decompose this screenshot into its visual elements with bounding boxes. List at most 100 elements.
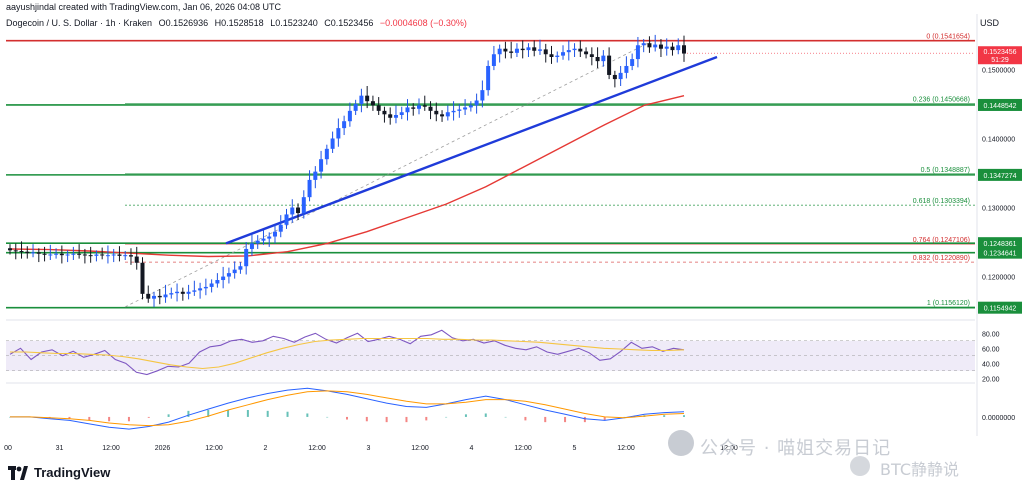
macd-histogram-bar (583, 416, 586, 423)
candle (509, 41, 514, 59)
candle (82, 248, 87, 264)
candle (658, 39, 663, 57)
candle (319, 150, 324, 179)
macd-histogram-bar (167, 414, 170, 417)
candle (630, 53, 635, 71)
candle (584, 47, 589, 59)
candle (635, 36, 640, 68)
candle-body (203, 286, 208, 289)
ohlc-high: H0.1528518 (214, 18, 264, 28)
candle-body (221, 276, 226, 281)
candle (451, 101, 456, 121)
candle-body (100, 254, 105, 256)
time-axis-tick: 12:00 (514, 445, 532, 452)
candle-body (434, 110, 439, 115)
candle (42, 246, 47, 262)
candle (618, 65, 623, 86)
candle-body (457, 109, 462, 111)
price-level-tag-text: 0.1248361 (983, 241, 1016, 248)
candle-body (370, 101, 375, 106)
candle (532, 40, 537, 57)
candle (566, 40, 571, 61)
candle (422, 95, 427, 111)
candle (434, 102, 439, 122)
candle (209, 279, 214, 293)
watermark-main: 公众号 · 喵姐交易日记 (700, 438, 892, 459)
candle-body (192, 290, 197, 292)
candle (549, 45, 554, 64)
candle-body (278, 224, 283, 232)
candle (13, 243, 18, 260)
candle (388, 107, 393, 125)
symbol-name[interactable]: Dogecoin / U. S. Dollar · 1h · Kraken (6, 18, 153, 28)
time-axis-tick: 12:00 (617, 445, 635, 452)
macd-histogram-bar (306, 413, 309, 417)
macd-histogram-bar (326, 416, 329, 418)
candle (301, 190, 306, 219)
candle (232, 261, 237, 279)
currency-label[interactable]: USD (980, 18, 1000, 28)
candle (393, 105, 398, 124)
candle (36, 248, 41, 263)
candle-body (612, 74, 617, 80)
candle-body (13, 250, 18, 252)
candle (59, 245, 64, 264)
candle (503, 41, 508, 59)
candle (543, 43, 548, 63)
candle-body (624, 65, 629, 73)
candle (180, 287, 185, 301)
fib-level-label: 0.5 (0.1348887) (921, 167, 970, 174)
time-axis-tick: 12:00 (102, 445, 120, 452)
time-axis-tick: 31 (56, 445, 64, 452)
price-level-tag-bg (978, 246, 1022, 259)
candle (664, 38, 669, 56)
candle-body (123, 255, 128, 257)
candle-body (422, 105, 427, 107)
candle (134, 246, 139, 270)
candle-body (480, 90, 485, 101)
macd-histogram-bar (425, 416, 428, 421)
candle-body (226, 273, 231, 277)
time-axis-tick: 12:00 (308, 445, 326, 452)
current-price-value: 0.1523456 (983, 49, 1016, 56)
candle-body (607, 55, 612, 75)
price-axis-tick: 0.1400000 (982, 136, 1015, 143)
candle (417, 98, 422, 115)
candle-body (549, 54, 554, 57)
candle (157, 289, 162, 305)
candle-body (451, 110, 456, 113)
candle-body (290, 207, 295, 215)
candle (31, 244, 36, 258)
candle-body (140, 262, 145, 294)
time-axis-tick: 2 (264, 445, 268, 452)
candle (71, 246, 76, 260)
fib-level-label: 0.832 (0.1220890) (913, 255, 970, 262)
tradingview-logo[interactable]: TradingView (8, 465, 110, 480)
macd-histogram-bar (346, 416, 348, 420)
macd-histogram-bar (385, 416, 388, 423)
candle (336, 118, 341, 147)
candle-body (267, 236, 272, 239)
candle (537, 39, 542, 55)
candle (445, 105, 450, 121)
candle-body (54, 253, 59, 255)
candle (399, 106, 404, 120)
candle (555, 51, 560, 63)
rsi-band (6, 340, 975, 371)
candle-body (71, 253, 76, 255)
candle (376, 97, 381, 115)
candle-body (486, 65, 491, 91)
candle-body (180, 291, 185, 294)
candle-body (658, 44, 663, 49)
candle-body (468, 105, 473, 108)
candle-body (175, 291, 180, 294)
candle-body (630, 59, 635, 66)
candle-body (111, 254, 116, 256)
candle (578, 40, 583, 57)
candle (561, 45, 566, 60)
fib-diagonal (124, 40, 653, 308)
candle-body (491, 54, 496, 66)
ohlc-low: L0.1523240 (270, 18, 318, 28)
macd-histogram-bar (227, 410, 230, 417)
candle (653, 34, 658, 52)
